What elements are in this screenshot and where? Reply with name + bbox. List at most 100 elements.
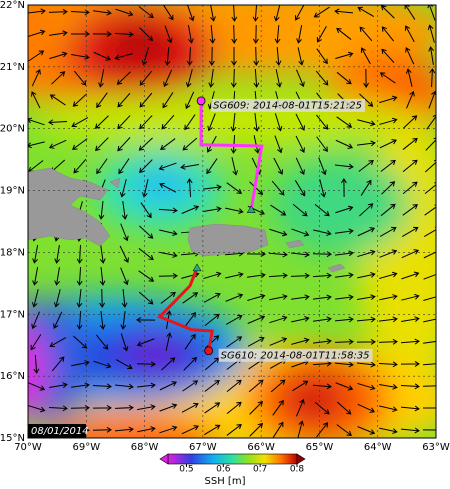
flow-arrow — [272, 399, 284, 416]
flow-arrow — [358, 159, 374, 172]
flow-arrow — [359, 26, 373, 42]
flow-arrow — [136, 338, 155, 347]
flow-arrow — [92, 426, 112, 433]
flow-arrow — [163, 69, 173, 88]
flow-arrow — [360, 179, 372, 196]
flow-arrow — [139, 70, 153, 86]
flow-arrow — [359, 93, 374, 107]
flow-arrow — [49, 382, 68, 389]
ssh-field — [28, 5, 436, 438]
flow-arrow — [139, 225, 154, 239]
flow-arrow — [92, 383, 112, 390]
flow-arrow — [291, 316, 310, 323]
flow-arrow — [161, 357, 176, 371]
flow-arrow — [275, 46, 282, 66]
flow-arrow — [380, 159, 396, 172]
map-frame — [27, 4, 437, 439]
flow-arrow — [425, 137, 436, 151]
flow-arrow — [401, 316, 420, 323]
flow-arrow — [247, 293, 266, 301]
flow-arrow — [183, 356, 197, 371]
flow-arrow — [99, 266, 106, 286]
flow-arrow — [379, 249, 398, 258]
flow-arrow — [252, 24, 259, 44]
flow-arrow — [182, 292, 199, 304]
flow-arrow — [225, 293, 244, 302]
flow-arrow — [334, 361, 354, 368]
flow-arrow — [314, 203, 330, 217]
flow-arrow — [253, 46, 260, 66]
flow-arrow — [402, 204, 419, 216]
flow-arrow — [424, 204, 436, 216]
flow-arrow — [269, 294, 288, 301]
flow-arrow — [49, 51, 68, 60]
flow-arrow — [313, 229, 332, 237]
x-tick-label: 64°W — [364, 442, 392, 453]
flow-arrow — [28, 50, 45, 62]
flow-arrow — [99, 245, 106, 264]
flow-arrow — [295, 157, 305, 176]
flow-arrow — [121, 201, 128, 220]
flow-arrow — [92, 31, 112, 37]
flow-arrow — [208, 69, 215, 88]
flow-arrow — [381, 181, 396, 195]
flow-arrow — [379, 383, 398, 390]
flow-arrow — [313, 294, 332, 301]
flow-arrow — [139, 27, 154, 42]
flow-arrow — [72, 93, 87, 107]
flow-arrow — [159, 425, 178, 434]
flow-arrow — [422, 385, 436, 387]
flow-arrow — [114, 383, 134, 390]
y-tick-label: 17°N — [0, 309, 25, 320]
flow-arrow — [184, 312, 196, 328]
flow-arrow — [182, 137, 198, 151]
flow-arrow — [95, 137, 109, 152]
flow-arrow — [93, 360, 112, 369]
flow-arrow — [296, 69, 305, 88]
x-tick-label: 69°W — [72, 442, 100, 453]
ssh-blob — [108, 25, 172, 65]
flow-arrow — [400, 361, 420, 367]
glider-start — [246, 205, 256, 213]
flow-arrow — [96, 334, 109, 350]
flow-arrow — [28, 141, 45, 149]
flow-arrow — [429, 68, 436, 88]
flow-arrow — [225, 314, 243, 325]
flow-arrow — [93, 9, 112, 16]
flow-arrow — [403, 115, 418, 129]
flow-arrow — [186, 5, 195, 22]
flow-arrow — [295, 113, 305, 131]
flow-arrow — [159, 403, 178, 412]
colorbar-extend — [296, 453, 306, 465]
flow-arrow — [158, 272, 178, 279]
flow-arrow — [297, 47, 304, 66]
flow-arrow — [185, 91, 195, 110]
flow-arrow — [379, 427, 398, 434]
flow-arrow — [316, 136, 328, 153]
flow-arrow — [335, 205, 354, 214]
flow-arrow — [341, 178, 347, 198]
flow-arrow — [291, 337, 310, 345]
flow-arrow — [117, 115, 131, 130]
flow-arrow — [273, 157, 284, 175]
flow-arrow — [290, 251, 310, 258]
flow-arrow — [379, 271, 398, 279]
flow-arrow — [180, 163, 199, 170]
flow-arrow — [32, 267, 39, 286]
flow-arrow — [119, 179, 127, 198]
flow-arrow — [253, 113, 260, 132]
flow-arrow — [423, 249, 436, 259]
flow-arrow — [249, 422, 263, 437]
flow-arrow — [357, 382, 376, 391]
flow-arrow — [162, 92, 174, 109]
y-tick-label: 16°N — [0, 371, 25, 382]
flow-arrow — [138, 270, 155, 282]
flow-arrow — [380, 5, 395, 19]
flow-arrow — [401, 271, 420, 280]
flow-arrow — [357, 140, 376, 147]
flow-arrow — [210, 5, 216, 22]
flow-arrow — [400, 383, 420, 390]
flow-arrow — [226, 182, 243, 194]
x-tick-label: 68°W — [131, 442, 159, 453]
